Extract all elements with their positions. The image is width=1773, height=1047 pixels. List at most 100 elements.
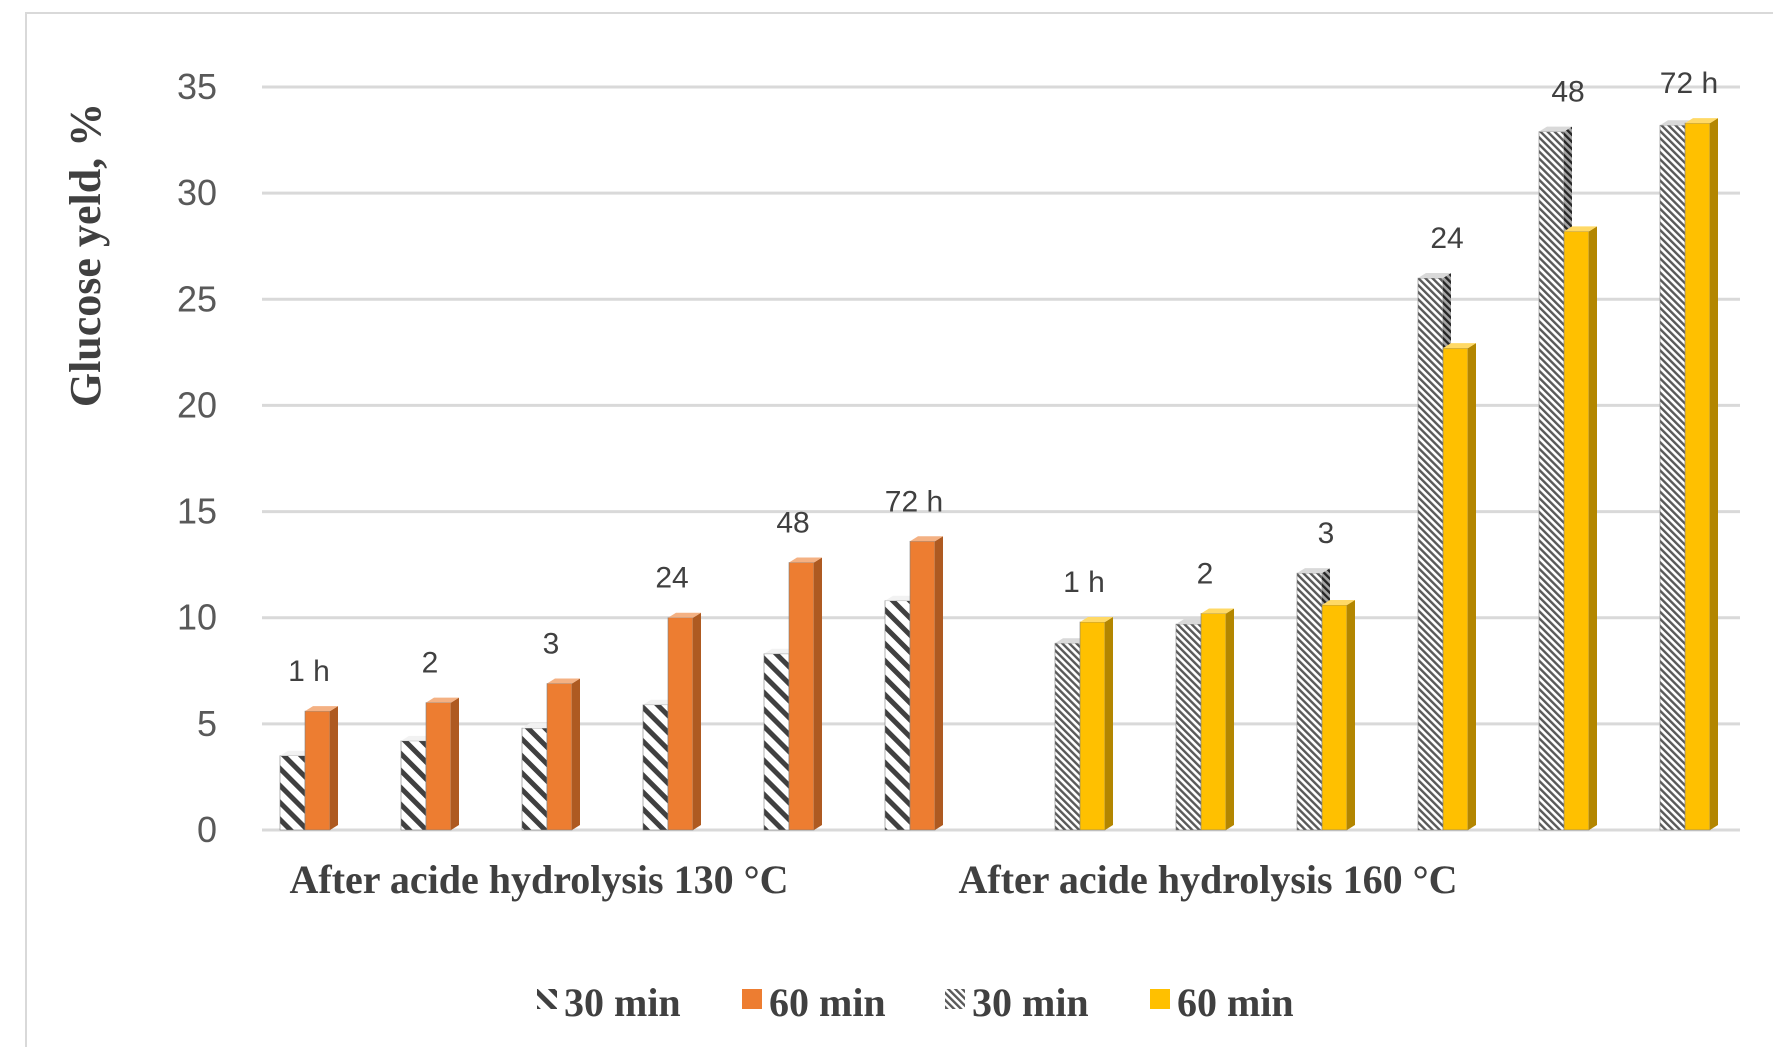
- time-label: 3: [543, 628, 560, 661]
- bar-g0-30min-3-front: [642, 704, 669, 831]
- legend-item-60min-160: 60 min: [1150, 980, 1294, 1025]
- bar-g1-30min-3-top: [1418, 273, 1451, 279]
- legend: 30 min 60 min 30 min 60 min: [537, 980, 1294, 1025]
- category-label-130: After acide hydrolysis 130 °C: [290, 857, 789, 902]
- gridlines: [262, 85, 1740, 832]
- bar-g1-60min-2: [1321, 599, 1355, 831]
- y-tick-label: 5: [197, 703, 217, 744]
- legend-label: 30 min: [972, 980, 1089, 1025]
- bar-g0-30min-0-front: [279, 755, 306, 831]
- legend-label: 60 min: [1177, 980, 1294, 1025]
- bar-g0-60min-5-side: [935, 536, 943, 830]
- bar-g0-60min-5-top: [910, 536, 943, 542]
- y-tick-label: 10: [177, 597, 217, 638]
- legend-swatch-fine-hatch: [945, 989, 965, 1009]
- bar-g0-30min-2-front: [521, 727, 548, 831]
- bar-g0-60min-1-front: [425, 702, 452, 831]
- bar-g0-30min-1-front: [400, 740, 427, 831]
- time-label: 24: [1430, 222, 1463, 255]
- bar-g1-30min-4-top: [1539, 126, 1572, 132]
- bar-g0-60min-5-front: [909, 540, 936, 831]
- bar-g1-60min-3-top: [1443, 343, 1476, 349]
- bar-g1-30min-3-front: [1417, 277, 1444, 831]
- bar-g0-60min-1-top: [426, 697, 459, 703]
- chart-frame: [25, 12, 1773, 1047]
- y-tick-label: 35: [177, 66, 217, 107]
- bar-g1-60min-4-side: [1589, 226, 1597, 831]
- bar-g1-60min-4-top: [1564, 226, 1597, 232]
- legend-swatch-gold: [1150, 989, 1170, 1009]
- bar-g1-30min-2-front: [1296, 572, 1323, 831]
- time-label: 48: [776, 507, 809, 540]
- bar-g1-60min-4: [1563, 226, 1597, 831]
- bar-g0-60min-3-top: [668, 612, 701, 618]
- bar-g0-60min-4-top: [789, 557, 822, 563]
- bar-g0-60min-0-front: [304, 710, 331, 831]
- bar-g1-60min-3-side: [1468, 343, 1476, 830]
- bar-g1-60min-5: [1684, 118, 1718, 831]
- category-label-160: After acide hydrolysis 160 °C: [959, 857, 1458, 902]
- bar-g1-30min-0-front: [1054, 642, 1081, 831]
- y-tick-label: 15: [177, 491, 217, 532]
- bar-g1-60min-0: [1079, 616, 1113, 831]
- bar-g1-60min-5-top: [1685, 118, 1718, 124]
- bar-g0-30min-5-front: [884, 600, 911, 831]
- bar-g1-30min-2-top: [1297, 568, 1330, 574]
- bar-g1-60min-3: [1442, 343, 1476, 831]
- bar-g0-60min-4-front: [788, 562, 815, 831]
- bar-g1-60min-0-top: [1080, 616, 1113, 622]
- bar-g1-60min-1-side: [1226, 608, 1234, 830]
- legend-item-60min-130: 60 min: [742, 980, 886, 1025]
- bar-g1-60min-0-front: [1079, 621, 1106, 831]
- time-label: 48: [1551, 76, 1584, 109]
- bar-g1-60min-5-front: [1684, 122, 1711, 831]
- bars: [279, 118, 1718, 831]
- bar-g1-60min-0-side: [1105, 616, 1113, 830]
- legend-label: 60 min: [769, 980, 886, 1025]
- legend-swatch-orange: [742, 989, 762, 1009]
- bar-g0-60min-3-side: [693, 612, 701, 830]
- time-label: 72 h: [1660, 67, 1718, 100]
- bar-g0-60min-2-side: [572, 678, 580, 830]
- y-tick-label: 25: [177, 278, 217, 319]
- bar-g0-60min-5: [909, 536, 943, 831]
- bar-g0-60min-2-top: [547, 678, 580, 684]
- bar-g0-60min-0: [304, 706, 338, 831]
- legend-item-30min-130: 30 min: [537, 980, 681, 1025]
- y-axis-ticks: 0 5 10 15 20 25 30 35: [177, 66, 217, 850]
- time-label: 2: [1197, 557, 1214, 590]
- bar-g1-60min-5-side: [1710, 118, 1718, 831]
- bar-g0-60min-1-side: [451, 697, 459, 830]
- bar-g1-60min-1: [1200, 608, 1234, 831]
- legend-item-30min-160: 30 min: [945, 980, 1089, 1025]
- y-tick-label: 30: [177, 172, 217, 213]
- bar-g0-60min-1: [425, 697, 459, 831]
- bar-g1-30min-4-front: [1538, 131, 1565, 831]
- time-label: 2: [422, 647, 439, 680]
- bar-g1-60min-2-top: [1322, 599, 1355, 605]
- bar-g1-30min-1-front: [1175, 623, 1202, 831]
- y-tick-label: 20: [177, 384, 217, 425]
- time-label: 1 h: [1063, 566, 1105, 599]
- time-label: 24: [655, 562, 688, 595]
- bar-g0-60min-2: [546, 678, 580, 831]
- bar-g0-60min-3: [667, 612, 701, 831]
- bar-g0-60min-3-front: [667, 617, 694, 831]
- bar-g1-60min-2-front: [1321, 604, 1348, 831]
- bar-g1-60min-4-front: [1563, 231, 1590, 831]
- bar-g0-60min-0-side: [330, 706, 338, 830]
- bar-g0-60min-4: [788, 557, 822, 831]
- bar-g1-30min-5-front: [1659, 124, 1686, 831]
- bar-g0-60min-4-side: [814, 557, 822, 830]
- bar-g1-60min-1-front: [1200, 613, 1227, 831]
- bar-g1-60min-2-side: [1347, 599, 1355, 830]
- y-axis-title: Glucose yeld, %: [61, 103, 110, 407]
- data-labels: 1 h 2 3 24 48 72 h 1 h 2 3 24 48 72 h: [288, 67, 1718, 688]
- legend-swatch-wide-hatch: [537, 989, 557, 1009]
- bar-g1-60min-1-top: [1201, 608, 1234, 614]
- legend-label: 30 min: [564, 980, 681, 1025]
- bar-g0-60min-2-front: [546, 683, 573, 831]
- time-label: 72 h: [885, 485, 943, 518]
- y-tick-label: 0: [197, 809, 217, 850]
